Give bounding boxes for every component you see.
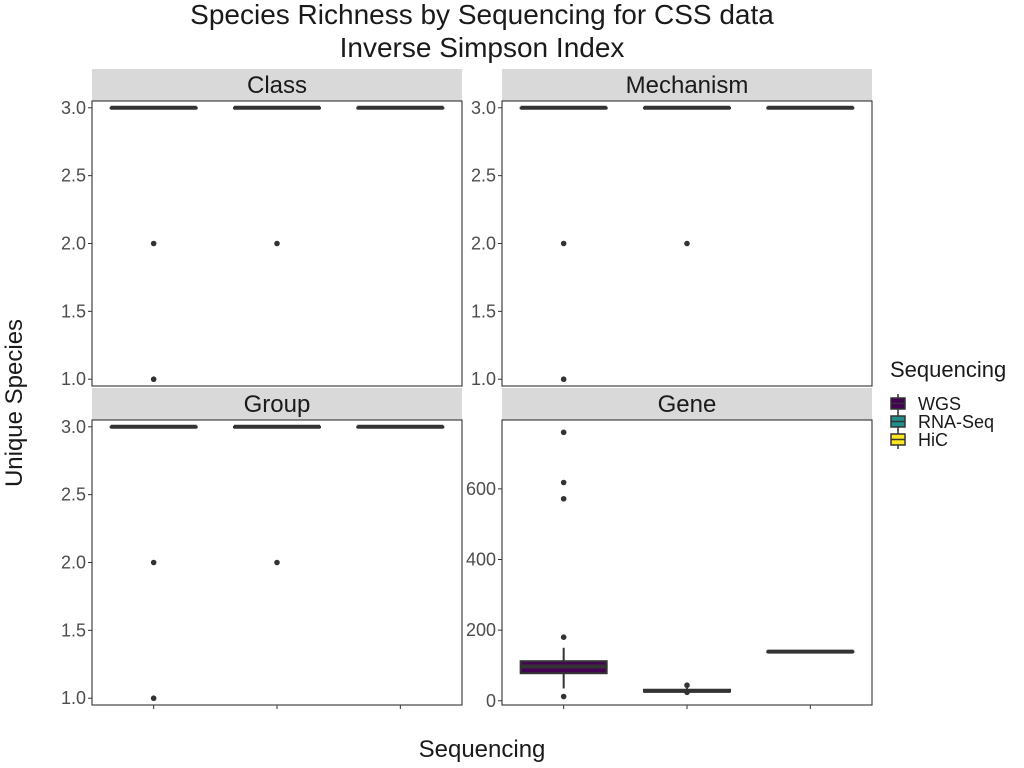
outlier-point — [274, 240, 280, 247]
y-tick-label: 1.5 — [471, 301, 496, 321]
box-hic — [356, 105, 445, 110]
y-tick-label: 1.0 — [61, 688, 86, 708]
outlier-point — [150, 240, 157, 247]
outlier-point — [560, 429, 567, 436]
facet-strip — [502, 388, 872, 420]
outlier-point — [684, 689, 690, 696]
box-rna-seq — [643, 105, 731, 247]
box-rna-seq — [643, 682, 731, 696]
facet-strip-label: Class — [247, 72, 307, 99]
y-tick-label: 1.5 — [61, 620, 86, 640]
legend-label: WGS — [918, 394, 961, 414]
facet-strip-label: Gene — [658, 391, 717, 418]
box-hic — [766, 649, 855, 654]
y-tick-label: 3.0 — [61, 98, 86, 118]
box-wgs — [109, 424, 198, 702]
outlier-point — [560, 634, 567, 640]
y-axis-label: Unique Species — [1, 319, 28, 487]
y-tick-label: 2.5 — [471, 166, 496, 186]
y-tick-label: 3.0 — [61, 417, 86, 437]
outlier-point — [560, 495, 567, 502]
outlier-point — [560, 240, 567, 247]
y-tick-label: 3.0 — [471, 98, 496, 118]
facet-strip — [92, 388, 462, 420]
x-axis-label: Sequencing — [419, 736, 546, 763]
box-rna-seq — [233, 424, 321, 566]
facet-strip — [502, 69, 872, 101]
box-rna-seq — [233, 105, 321, 247]
outlier-point — [274, 559, 280, 566]
outlier-point — [684, 682, 690, 689]
y-tick-label: 2.0 — [61, 553, 86, 573]
legend-label: RNA-Seq — [918, 412, 994, 432]
legend-title: Sequencing — [890, 357, 1006, 382]
facet-panels: Class 1.0 1.5 2.0 2.5 3.0 Mechanism 1.0 1.5 2.0 2.… — [61, 69, 873, 711]
outlier-point — [560, 376, 567, 383]
y-tick-label: 2.0 — [471, 234, 496, 254]
facet-strip-label: Mechanism — [626, 72, 749, 99]
outlier-point — [150, 559, 157, 566]
outlier-point — [150, 376, 157, 383]
legend-item-wgs: WGS — [890, 394, 961, 414]
y-tick-label: 2.5 — [61, 166, 86, 186]
y-tick-label: 1.5 — [61, 301, 86, 321]
outlier-point — [684, 240, 690, 247]
box-wgs — [109, 105, 198, 383]
y-tick-label: 0 — [486, 691, 496, 711]
y-tick-label: 2.5 — [61, 485, 86, 505]
legend-item-rna-seq: RNA-Seq — [890, 412, 994, 432]
chart-subtitle: Inverse Simpson Index — [340, 32, 625, 63]
facet-panel-class: Class 1.0 1.5 2.0 2.5 3.0 — [61, 69, 463, 389]
facet-strip-label: Group — [244, 391, 311, 418]
outlier-point — [150, 695, 157, 702]
y-tick-label: 1.0 — [471, 369, 496, 389]
facet-panel-group: Group 1.0 1.5 2.0 2.5 3.0 — [61, 388, 463, 709]
facet-panel-mechanism: Mechanism 1.0 1.5 2.0 2.5 3.0 — [471, 69, 873, 389]
outlier-point — [560, 693, 567, 700]
legend-label: HiC — [918, 430, 948, 450]
box-wgs — [519, 105, 608, 383]
y-tick-label: 2.0 — [61, 234, 86, 254]
facet-panel-gene: Gene 0 200 400 600 — [466, 388, 873, 711]
box-wgs — [519, 429, 608, 700]
box-hic — [356, 424, 445, 429]
y-tick-label: 400 — [466, 549, 496, 569]
y-tick-label: 600 — [466, 479, 496, 499]
box-hic — [766, 105, 855, 110]
y-tick-label: 1.0 — [61, 369, 86, 389]
y-tick-label: 200 — [466, 620, 496, 640]
outlier-point — [560, 479, 567, 486]
legend-item-hic: HiC — [890, 430, 948, 450]
chart-title: Species Richness by Sequencing for CSS d… — [190, 0, 774, 30]
facet-strip — [92, 69, 462, 101]
